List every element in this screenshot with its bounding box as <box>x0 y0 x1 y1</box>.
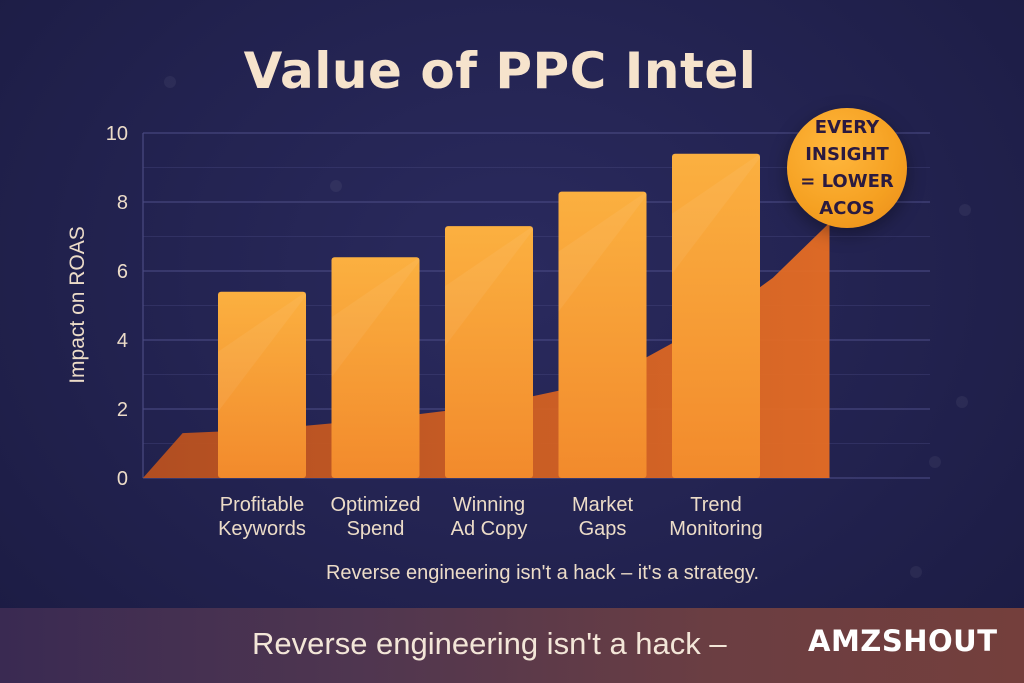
x-tick-label: Spend <box>347 518 405 540</box>
bar-2 <box>445 226 533 478</box>
trend-area <box>143 222 830 478</box>
badge-line: = LOWER <box>800 171 894 192</box>
bar-highlight <box>672 153 760 274</box>
brand-logo: AMZSHOUT <box>808 624 998 658</box>
y-axis-title: Impact on ROAS <box>66 226 89 384</box>
bar-highlight <box>331 257 420 378</box>
y-tick-label: 10 <box>106 123 128 145</box>
badge-line: EVERY <box>814 117 880 138</box>
badge-text: EVERY INSIGHT = LOWER ACOS <box>792 114 902 222</box>
bar-1 <box>331 257 420 478</box>
chart-title: Value of PPC Intel <box>243 42 757 100</box>
bokeh-dot <box>910 566 922 578</box>
x-tick-label: Monitoring <box>669 518 762 540</box>
footer-text: Reverse engineering isn't a hack – <box>252 626 727 661</box>
x-tick-label: Ad Copy <box>451 518 528 540</box>
x-tick-label: Optimized <box>330 494 420 516</box>
chart-subtitle: Reverse engineering isn't a hack – it's … <box>325 562 760 584</box>
bokeh-dot <box>164 76 176 88</box>
bar-highlight <box>218 291 306 412</box>
badge-line: INSIGHT <box>805 144 889 165</box>
bokeh-dot <box>956 396 968 408</box>
y-tick-label: 2 <box>117 399 128 421</box>
x-tick-label: Market <box>572 494 634 516</box>
bar-3 <box>558 191 647 478</box>
y-tick-label: 8 <box>117 192 128 214</box>
x-tick-label: Profitable <box>220 494 305 516</box>
bokeh-dot <box>959 204 971 216</box>
bokeh-dot <box>929 456 941 468</box>
insight-badge: EVERY INSIGHT = LOWER ACOS <box>787 108 907 228</box>
x-tick-label: Keywords <box>218 518 306 540</box>
bar-highlight <box>445 226 533 347</box>
y-tick-label: 6 <box>117 261 128 283</box>
x-tick-label: Winning <box>453 494 525 516</box>
footer-banner: Reverse engineering isn't a hack – AMZSH… <box>0 608 1024 683</box>
x-tick-label: Trend <box>690 494 742 516</box>
bokeh-dot <box>330 180 342 192</box>
bar-highlight <box>558 191 647 312</box>
badge-line: ACOS <box>819 198 875 219</box>
bar-4 <box>672 153 760 478</box>
y-tick-label: 4 <box>117 330 128 352</box>
x-tick-label: Gaps <box>579 518 627 540</box>
y-tick-label: 0 <box>117 468 128 490</box>
bar-0 <box>218 291 306 478</box>
